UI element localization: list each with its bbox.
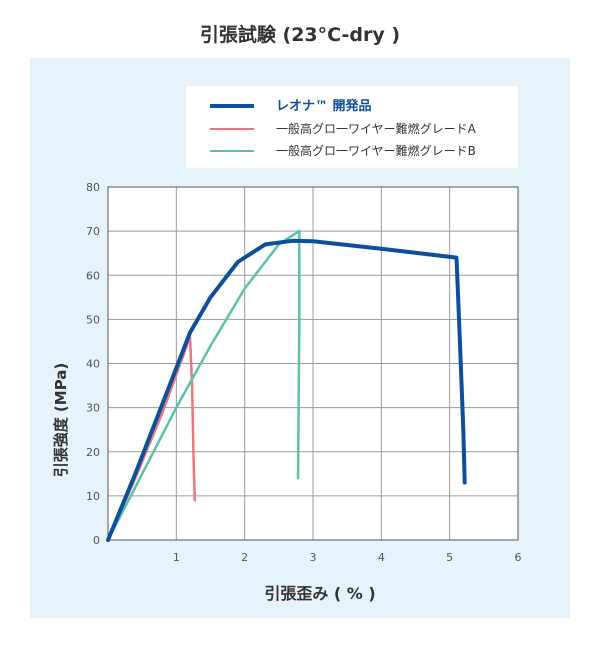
chart-title: 引張試験 (23°C-dry ) (199, 24, 401, 46)
legend-label-series-2: 一般高グロ一ワイヤー難燃グレードA (276, 122, 476, 136)
legend-item-series-3: 一般高グロ一ワイヤー難燃グレードB (186, 140, 518, 162)
legend-label-series-3: 一般高グロ一ワイヤー難燃グレードB (276, 144, 476, 158)
x-axis-label: 引張歪み ( % ) (264, 584, 376, 603)
y-tick-label: 10 (86, 490, 100, 503)
x-tick-label: 2 (241, 551, 248, 564)
y-axis-label: 引張強度 (MPa) (52, 362, 70, 478)
legend-swatch-series-2 (210, 128, 254, 130)
y-tick-label: 60 (86, 269, 100, 282)
series-line-1 (106, 238, 467, 542)
y-tick-label: 70 (86, 225, 100, 238)
x-tick-label: 5 (446, 551, 453, 564)
series-line-3 (106, 229, 301, 542)
y-tick-label: 30 (86, 402, 100, 415)
legend-label-series-1: レオナ™ 開発品 (276, 99, 372, 114)
legend-swatch-series-3 (210, 150, 254, 152)
y-tick-label: 40 (86, 358, 100, 371)
y-tick-label: 0 (93, 534, 100, 547)
x-tick-label: 1 (173, 551, 180, 564)
x-tick-label: 4 (378, 551, 385, 564)
legend-item-series-2: 一般高グロ一ワイヤー難燃グレードA (186, 118, 518, 140)
legend-item-series-1: レオナ™ 開発品 (186, 94, 518, 116)
y-tick-label: 20 (86, 446, 100, 459)
x-tick-label: 6 (515, 551, 522, 564)
y-tick-label: 50 (86, 313, 100, 326)
legend: レオナ™ 開発品 一般高グロ一ワイヤー難燃グレードA 一般高グロ一ワイヤー難燃グ… (186, 86, 518, 168)
legend-swatch-series-1 (210, 104, 254, 108)
y-tick-label: 80 (86, 181, 100, 194)
x-tick-label: 3 (310, 551, 317, 564)
plot-frame (107, 186, 519, 541)
